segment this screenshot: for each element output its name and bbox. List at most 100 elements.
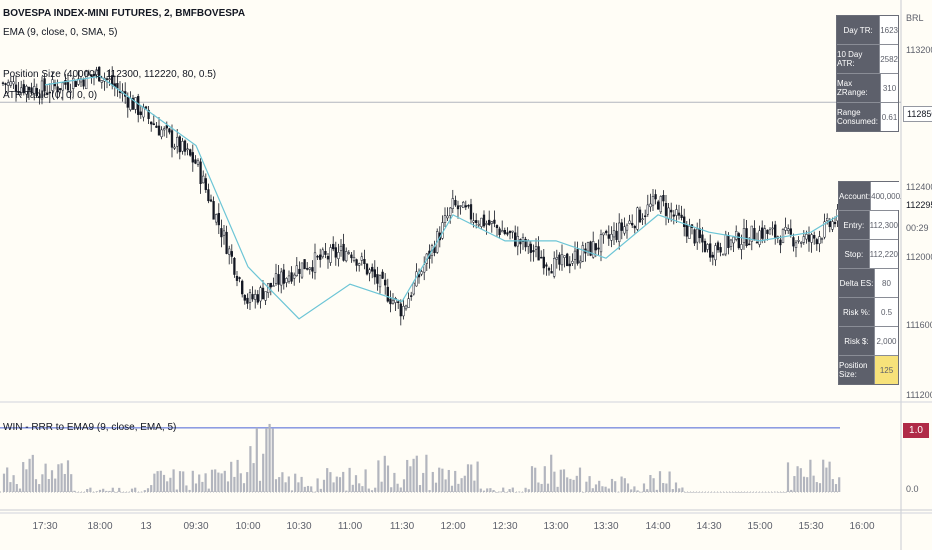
histogram-bar <box>636 490 639 492</box>
candle <box>33 78 36 101</box>
histogram-bar <box>258 480 262 492</box>
candle <box>82 77 85 90</box>
histogram-bar <box>393 472 396 492</box>
candle <box>477 220 480 228</box>
candle-body <box>212 201 215 220</box>
histogram-bar <box>230 461 233 492</box>
histogram-bar <box>665 483 668 492</box>
candle <box>74 80 77 87</box>
candle <box>787 224 790 234</box>
atr-table-legend[interactable]: ATR Table (0, 0, 0, 0) <box>3 90 98 101</box>
threshold-badge: 1.0 <box>903 423 929 438</box>
candle <box>207 183 210 204</box>
histogram-bar <box>758 492 761 493</box>
candle-body <box>264 291 267 301</box>
candle-body <box>599 234 603 253</box>
candle <box>87 69 90 76</box>
histogram-bar <box>639 491 642 493</box>
histogram-bar <box>287 476 290 492</box>
candle <box>100 80 103 89</box>
candle-body <box>150 121 153 125</box>
candle-body <box>742 228 746 243</box>
ema-legend[interactable]: EMA (9, close, 0, SMA, 5) <box>3 27 118 38</box>
horizontal-line-price-badge[interactable]: 112850 <box>903 106 932 122</box>
histogram-bar <box>598 480 601 492</box>
candle <box>339 239 343 257</box>
table-value: 125 <box>875 356 898 384</box>
histogram-bar <box>790 489 793 492</box>
histogram-bar <box>447 469 450 492</box>
candle <box>277 264 280 292</box>
position-size-legend[interactable]: Position Size (400000, 112300, 112220, 8… <box>3 69 217 80</box>
time-tick: 15:00 <box>747 521 773 532</box>
candle <box>194 155 197 165</box>
candle-body <box>768 229 772 235</box>
candle-body <box>766 229 769 234</box>
candle <box>719 242 722 257</box>
candle-body <box>490 221 493 224</box>
candle <box>644 209 647 225</box>
histogram-bar <box>687 492 690 493</box>
candle-body <box>472 220 475 223</box>
candle-body <box>605 230 608 234</box>
candle-body <box>277 274 280 285</box>
candle-body <box>157 125 161 136</box>
candle-body <box>532 250 535 253</box>
candle-body <box>462 202 465 209</box>
histogram-bar <box>828 461 831 492</box>
candle-body <box>183 140 187 152</box>
candle-body <box>693 229 696 244</box>
histogram-bar <box>434 482 438 492</box>
histogram-bar <box>207 488 210 492</box>
histogram-bar <box>351 484 354 492</box>
candle-body <box>72 77 75 89</box>
lower-pane-title[interactable]: WIN - RRR to EMA9 (9, close, EMA, 5) <box>3 422 177 433</box>
histogram-bar <box>217 472 220 492</box>
candle <box>423 256 426 281</box>
candle-body <box>365 263 369 275</box>
histogram-bar <box>646 489 649 492</box>
time-tick: 10:30 <box>286 521 312 532</box>
histogram-bar <box>486 488 489 492</box>
candle-body <box>748 243 751 246</box>
candle-body <box>529 243 532 253</box>
candle <box>170 124 174 158</box>
candle <box>235 271 239 287</box>
histogram-bar <box>130 488 134 492</box>
candle <box>503 227 506 236</box>
candle-body <box>735 231 738 240</box>
candle <box>628 214 631 225</box>
candle-body <box>217 213 220 226</box>
candle <box>92 70 96 86</box>
candle <box>462 200 465 209</box>
candle-body <box>22 84 25 94</box>
candle-body <box>503 229 506 234</box>
candle <box>46 85 49 96</box>
candle <box>134 97 137 114</box>
candle-body <box>724 234 727 255</box>
histogram-bar <box>774 491 777 493</box>
histogram-bar <box>518 491 521 493</box>
candle <box>30 82 33 96</box>
candle-body <box>355 259 358 266</box>
time-tick: 14:00 <box>645 521 671 532</box>
histogram-bar <box>6 467 9 492</box>
histogram-bar <box>652 478 655 492</box>
candle <box>337 243 340 267</box>
candle-body <box>527 240 530 247</box>
candle <box>345 247 348 263</box>
candle <box>241 279 244 298</box>
time-tick: 13:30 <box>593 521 619 532</box>
table-row: 10 Day ATR: 2582 <box>837 45 898 74</box>
histogram-bar <box>297 482 300 492</box>
histogram-bar <box>591 488 594 492</box>
candle-body <box>46 92 49 95</box>
table-value: 1623 <box>880 16 898 44</box>
histogram-bar <box>249 446 252 492</box>
candle-body <box>727 234 730 249</box>
candle-body <box>358 263 361 266</box>
candle-body <box>524 238 527 248</box>
candle-body <box>204 178 207 190</box>
candle-body <box>48 91 51 94</box>
